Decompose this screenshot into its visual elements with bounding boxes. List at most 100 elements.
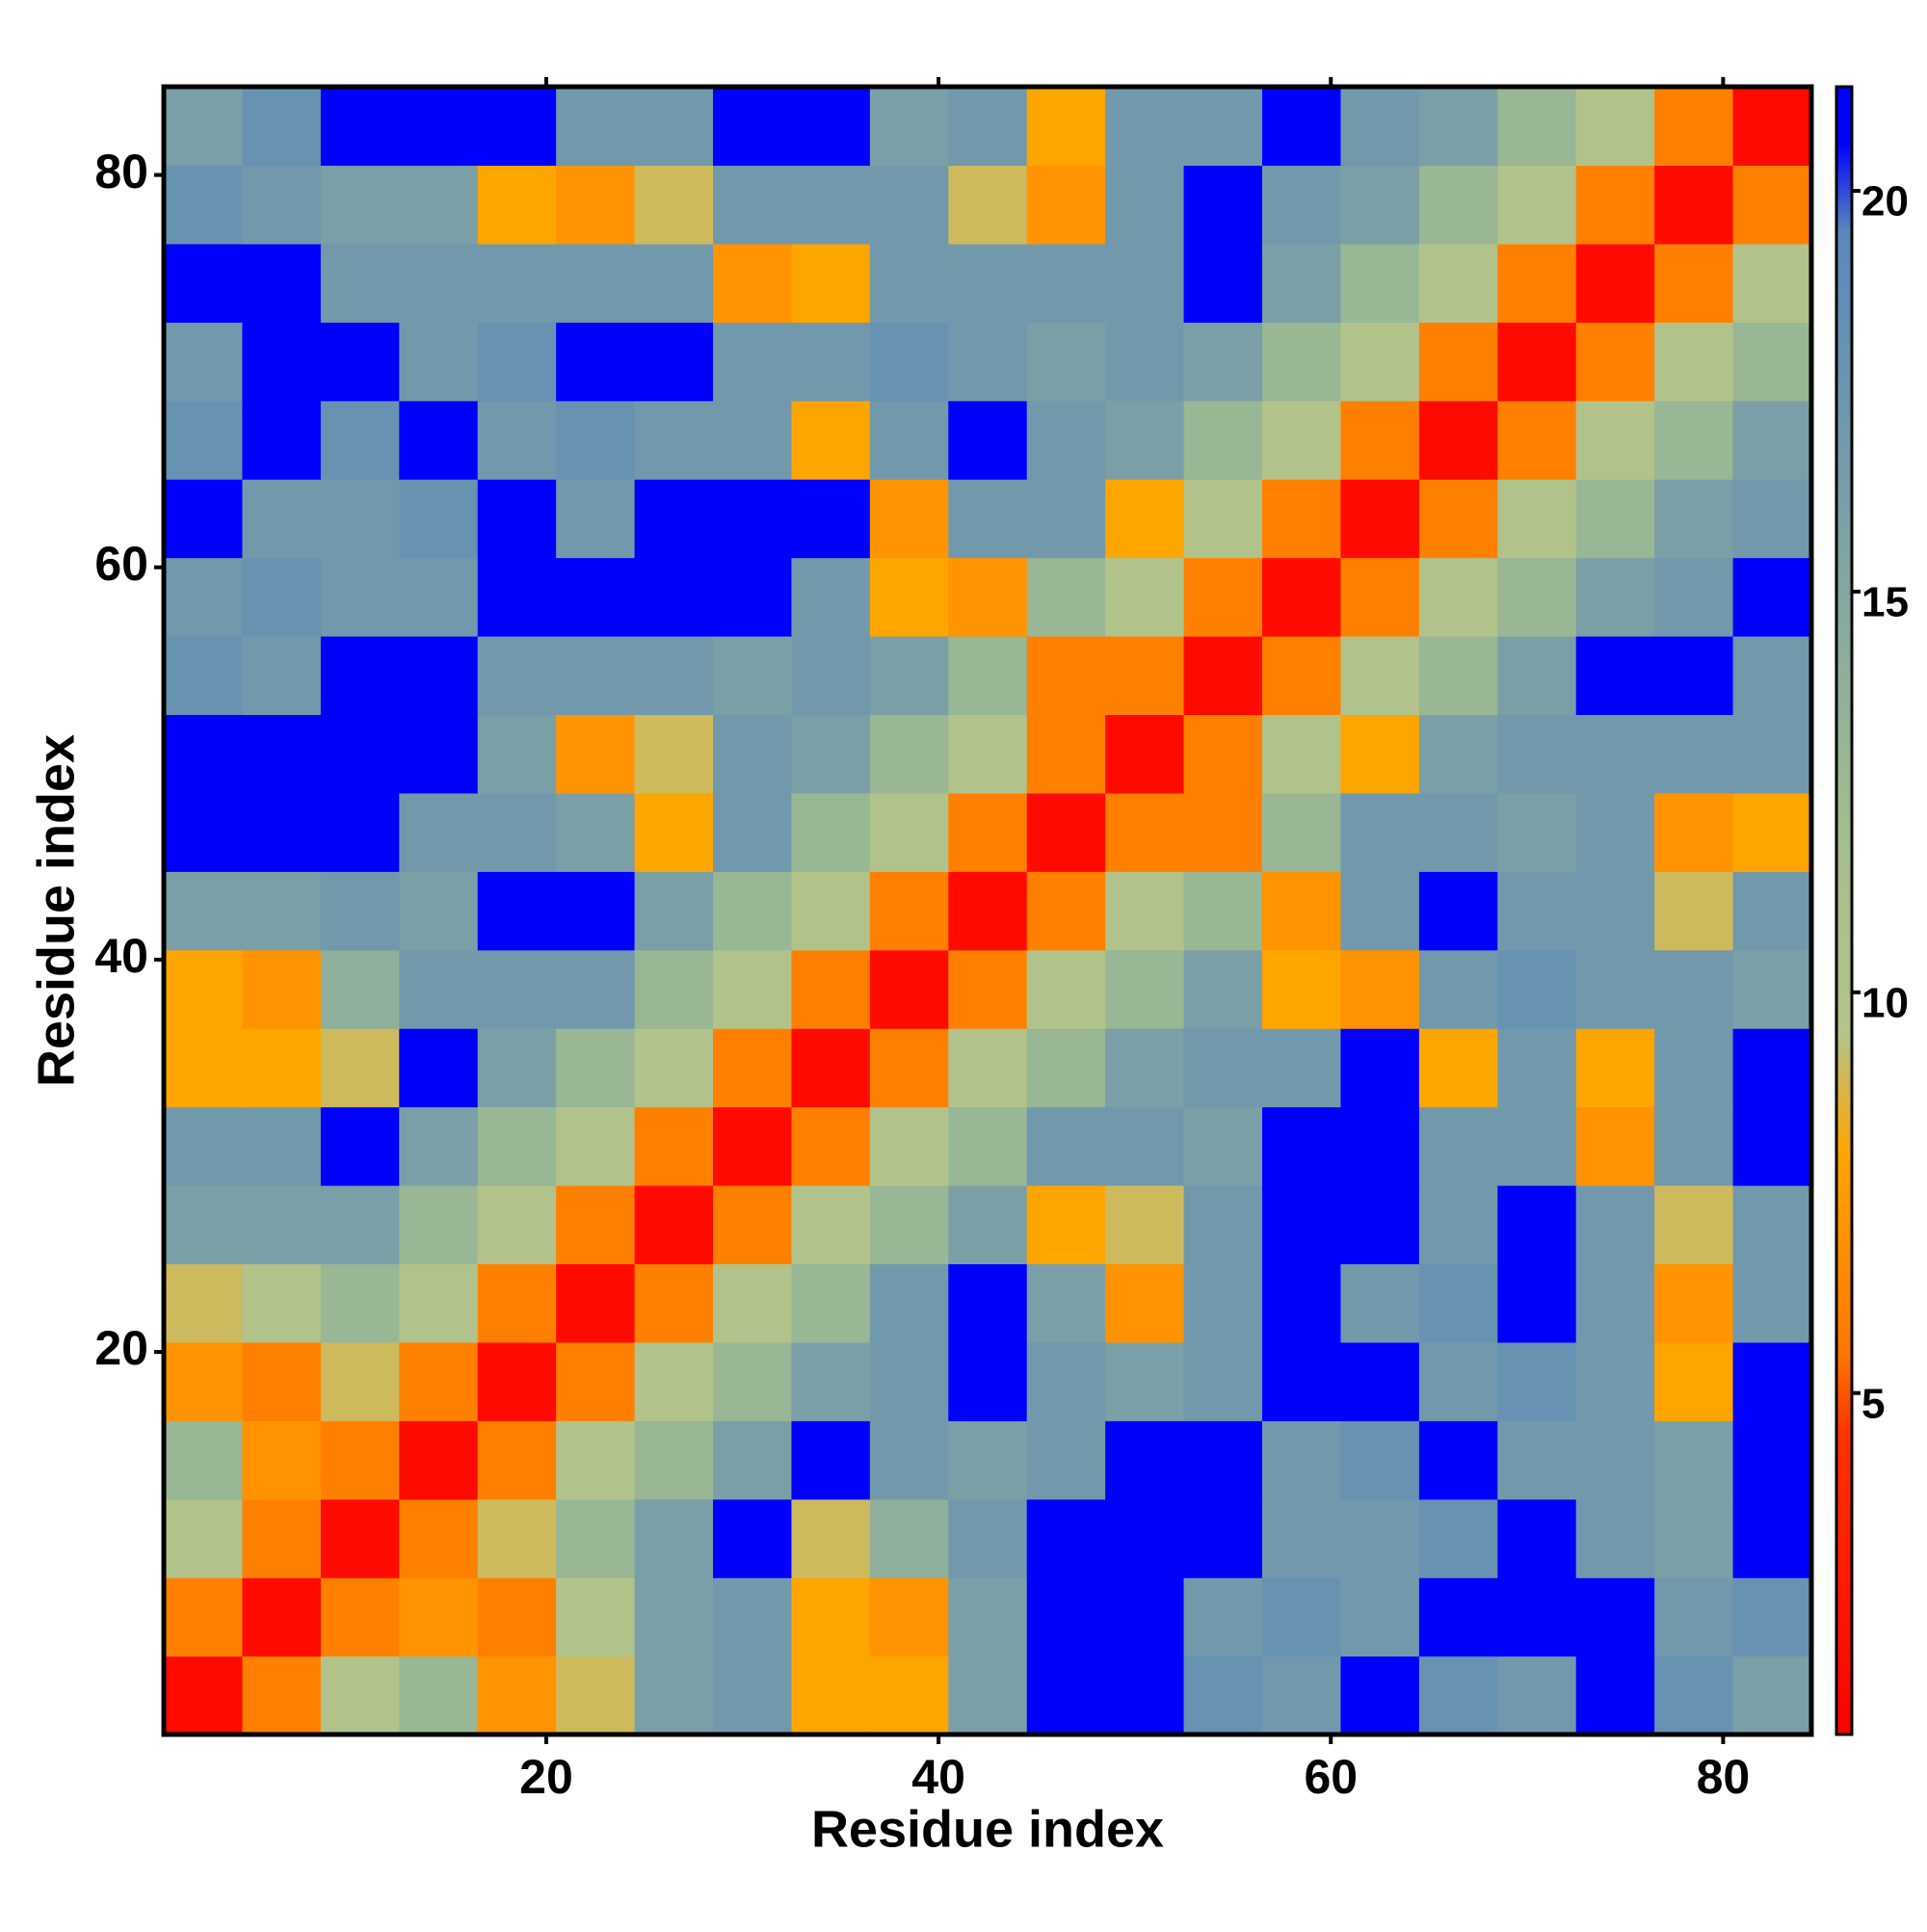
heatmap-cell [713, 87, 793, 167]
heatmap-cell [1497, 400, 1577, 480]
heatmap-cell [164, 1106, 244, 1186]
heatmap-cell [242, 243, 322, 323]
heatmap-cell [242, 1577, 322, 1657]
heatmap-cell [1418, 87, 1498, 167]
heatmap-cell [791, 1263, 871, 1343]
heatmap-cell [242, 1655, 322, 1735]
heatmap-cell [948, 165, 1028, 245]
heatmap-cell [713, 949, 793, 1029]
heatmap-cell [713, 871, 793, 951]
heatmap-cell [1654, 479, 1734, 559]
heatmap-cell [1340, 1655, 1420, 1735]
x-tick-label: 20 [519, 1750, 573, 1804]
heatmap-cell [1340, 243, 1420, 323]
heatmap-cell [869, 322, 949, 402]
heatmap-cell [791, 636, 871, 716]
heatmap-cell [1026, 871, 1106, 951]
heatmap-cell [869, 636, 949, 716]
heatmap-cell [1418, 1655, 1498, 1735]
heatmap-cell [1418, 1106, 1498, 1186]
heatmap-cell [1026, 557, 1106, 637]
heatmap-cell [713, 1341, 793, 1421]
heatmap-cell [1497, 1028, 1577, 1108]
heatmap-cell [1105, 1185, 1185, 1265]
heatmap-cell [1654, 1341, 1734, 1421]
heatmap-cell [164, 949, 244, 1029]
heatmap-cell [1105, 165, 1185, 245]
heatmap-cell [1732, 1498, 1812, 1578]
heatmap-cell [1497, 1106, 1577, 1186]
heatmap-cell [242, 1420, 322, 1500]
heatmap-cell [791, 87, 871, 167]
heatmap-cell [1732, 1577, 1812, 1657]
heatmap-cell [164, 165, 244, 245]
heatmap-cell [1026, 87, 1106, 167]
heatmap-cell [399, 1498, 479, 1578]
heatmap-cells [164, 87, 1812, 1735]
heatmap-cell [1418, 557, 1498, 637]
heatmap-cell [1262, 714, 1342, 794]
heatmap-cell [399, 1420, 479, 1500]
heatmap-cell [869, 714, 949, 794]
heatmap-cell [634, 1185, 714, 1265]
heatmap-cell [1183, 165, 1263, 245]
heatmap-cell [1340, 1263, 1420, 1343]
heatmap-cell [1340, 792, 1420, 872]
heatmap-cell [1732, 1420, 1812, 1500]
heatmap-cell [713, 557, 793, 637]
heatmap-cell [791, 1420, 871, 1500]
heatmap-cell [1105, 1655, 1185, 1735]
heatmap-cell [791, 1498, 871, 1578]
heatmap-cell [869, 400, 949, 480]
heatmap-cell [1183, 1420, 1263, 1500]
heatmap-cell [164, 243, 244, 323]
heatmap-cell [399, 949, 479, 1029]
heatmap-cell [869, 1498, 949, 1578]
heatmap-cell [1340, 322, 1420, 402]
heatmap-cell [1575, 714, 1655, 794]
heatmap-cell [1105, 636, 1185, 716]
heatmap-cell [1183, 1263, 1263, 1343]
heatmap-cell [164, 479, 244, 559]
heatmap-cell [791, 243, 871, 323]
heatmap-cell [164, 636, 244, 716]
heatmap-cell [1732, 479, 1812, 559]
heatmap-cell [1732, 557, 1812, 637]
heatmap-cell [1105, 1420, 1185, 1500]
heatmap-cell [1183, 1185, 1263, 1265]
heatmap-cell [948, 792, 1028, 872]
heatmap-cell [1575, 557, 1655, 637]
heatmap-cell [1575, 1577, 1655, 1657]
heatmap-cell [556, 479, 636, 559]
heatmap-cell [477, 1106, 557, 1186]
heatmap-cell [477, 1185, 557, 1265]
heatmap-cell [1654, 949, 1734, 1029]
heatmap-cell [713, 1577, 793, 1657]
heatmap-cell [1654, 1185, 1734, 1265]
heatmap-cell [242, 1498, 322, 1578]
heatmap-cell [713, 1420, 793, 1500]
heatmap-cell [1340, 1185, 1420, 1265]
heatmap-cell [1340, 1577, 1420, 1657]
heatmap-cell [1654, 714, 1734, 794]
heatmap-cell [1340, 1106, 1420, 1186]
heatmap-cell [164, 557, 244, 637]
heatmap-cell [1105, 714, 1185, 794]
heatmap-cell [556, 1498, 636, 1578]
heatmap-cell [320, 1185, 400, 1265]
heatmap-cell [634, 636, 714, 716]
heatmap-cell [1732, 792, 1812, 872]
heatmap-cell [791, 557, 871, 637]
heatmap-cell [1262, 400, 1342, 480]
heatmap-cell [1418, 322, 1498, 402]
heatmap-cell [1575, 479, 1655, 559]
heatmap-cell [1262, 87, 1342, 167]
heatmap-cell [164, 1498, 244, 1578]
heatmap-cell [1575, 1420, 1655, 1500]
heatmap-cell [713, 322, 793, 402]
heatmap-cell [1654, 1263, 1734, 1343]
heatmap-cell [1026, 322, 1106, 402]
heatmap-cell [1183, 1106, 1263, 1186]
heatmap-cell [1497, 1420, 1577, 1500]
